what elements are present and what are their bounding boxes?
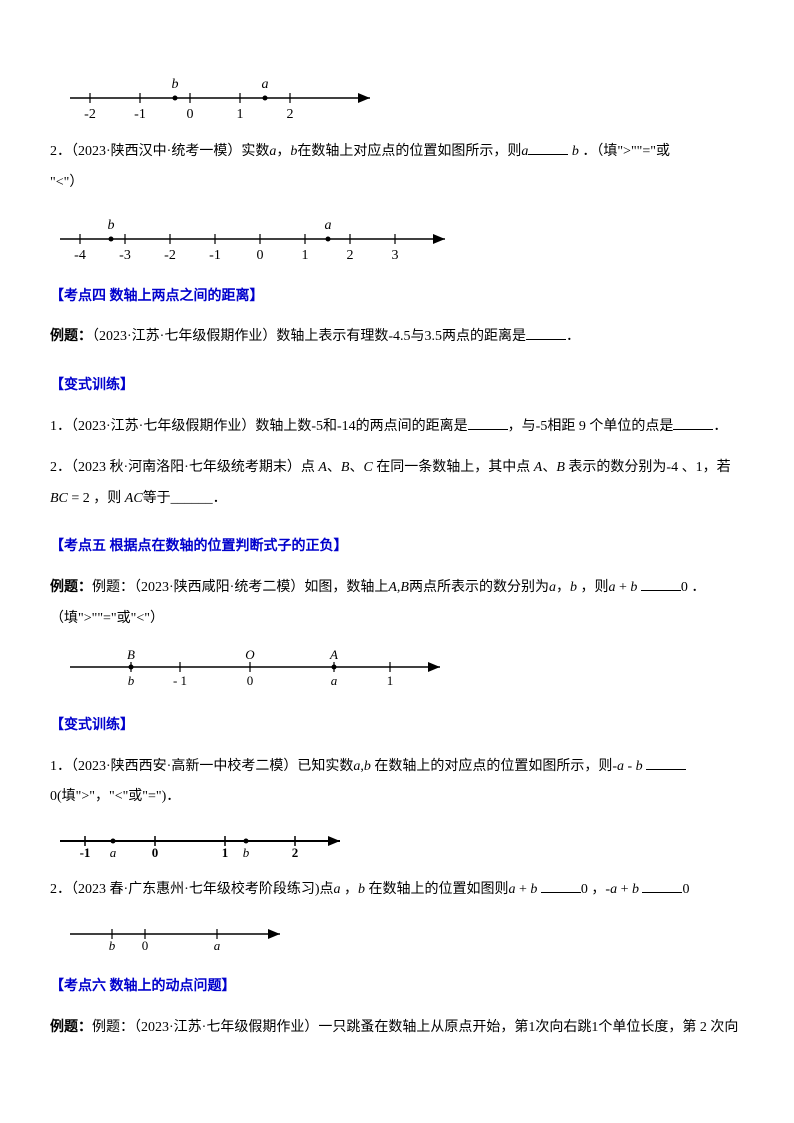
svg-text:0: 0: [247, 673, 254, 688]
svg-text:a: a: [262, 77, 269, 92]
svg-text:-1: -1: [134, 107, 146, 122]
svg-text:b: b: [172, 77, 179, 92]
svg-text:1: 1: [302, 248, 309, 263]
svg-text:b: b: [109, 938, 116, 953]
svg-text:a: a: [110, 845, 117, 860]
svg-text:1: 1: [222, 845, 229, 860]
svg-text:0: 0: [187, 107, 194, 122]
number-line-diagram-3: B O A b - 1 0 a 1: [50, 645, 744, 693]
section-5-q2: 2．（2023 春·广东惠州·七年级校考阶段练习)点a ，b 在数轴上的位置如图…: [50, 875, 744, 906]
section-5-title: 【考点五 根据点在数轴的位置判断式子的正负】: [50, 532, 744, 563]
svg-text:2: 2: [287, 107, 294, 122]
svg-text:0: 0: [142, 938, 149, 953]
svg-text:1: 1: [387, 673, 394, 688]
svg-text:-1: -1: [80, 845, 91, 860]
blank-fill-2a: [528, 141, 568, 155]
number-line-diagram-4: -1 a 0 1 b 2: [50, 823, 744, 861]
section-4-variation: 【变式训练】: [50, 371, 744, 402]
section-5-q1: 1．（2023·陕西西安·高新一中校考二模）已知实数a,b 在数轴上的对应点的位…: [50, 752, 744, 814]
svg-text:B: B: [127, 647, 135, 662]
svg-text:2: 2: [347, 248, 354, 263]
section-5-example: 例题：例题：（2023·陕西咸阳·统考二模）如图，数轴上A,B两点所表示的数分别…: [50, 573, 744, 635]
section-6-title: 【考点六 数轴上的动点问题】: [50, 972, 744, 1003]
section-4-q1: 1．（2023·江苏·七年级假期作业）数轴上数-5和-14的两点间的距离是，与-…: [50, 412, 744, 443]
section-5-variation: 【变式训练】: [50, 711, 744, 742]
svg-text:a: a: [331, 673, 338, 688]
svg-text:-2: -2: [84, 107, 96, 122]
svg-text:O: O: [245, 647, 255, 662]
svg-text:-3: -3: [119, 248, 131, 263]
number-line-diagram-1: -2 -1 0 1 2 b a: [50, 68, 744, 123]
svg-text:b: b: [243, 845, 250, 860]
number-line-diagram-5: b 0 a: [50, 916, 744, 954]
svg-text:b: b: [108, 218, 115, 233]
svg-text:-1: -1: [209, 248, 221, 263]
svg-text:a: a: [214, 938, 221, 953]
svg-text:a: a: [325, 218, 332, 233]
svg-text:2: 2: [292, 845, 299, 860]
svg-text:1: 1: [237, 107, 244, 122]
section-4-example: 例题：（2023·江苏·七年级假期作业）数轴上表示有理数-4.5与3.5两点的距…: [50, 322, 744, 353]
svg-text:-4: -4: [74, 248, 86, 263]
section-4-title: 【考点四 数轴上两点之间的距离】: [50, 282, 744, 313]
svg-text:-2: -2: [164, 248, 176, 263]
svg-text:- 1: - 1: [173, 673, 187, 688]
section-6-example: 例题：例题：（2023·江苏·七年级假期作业）一只跳蚤在数轴上从原点开始，第1次…: [50, 1013, 744, 1044]
svg-text:3: 3: [392, 248, 399, 263]
svg-text:A: A: [329, 647, 338, 662]
svg-text:0: 0: [257, 248, 264, 263]
svg-text:b: b: [128, 673, 135, 688]
question-2a: 2．（2023·陕西汉中·统考一模）实数a，b在数轴上对应点的位置如图所示，则a…: [50, 137, 744, 199]
section-4-q2: 2．（2023 秋·河南洛阳·七年级统考期末）点 A、B、C 在同一条数轴上，其…: [50, 453, 744, 515]
number-line-diagram-2: -4 -3 -2 -1 0 1 2 3 b a: [50, 209, 744, 264]
svg-text:0: 0: [152, 845, 159, 860]
